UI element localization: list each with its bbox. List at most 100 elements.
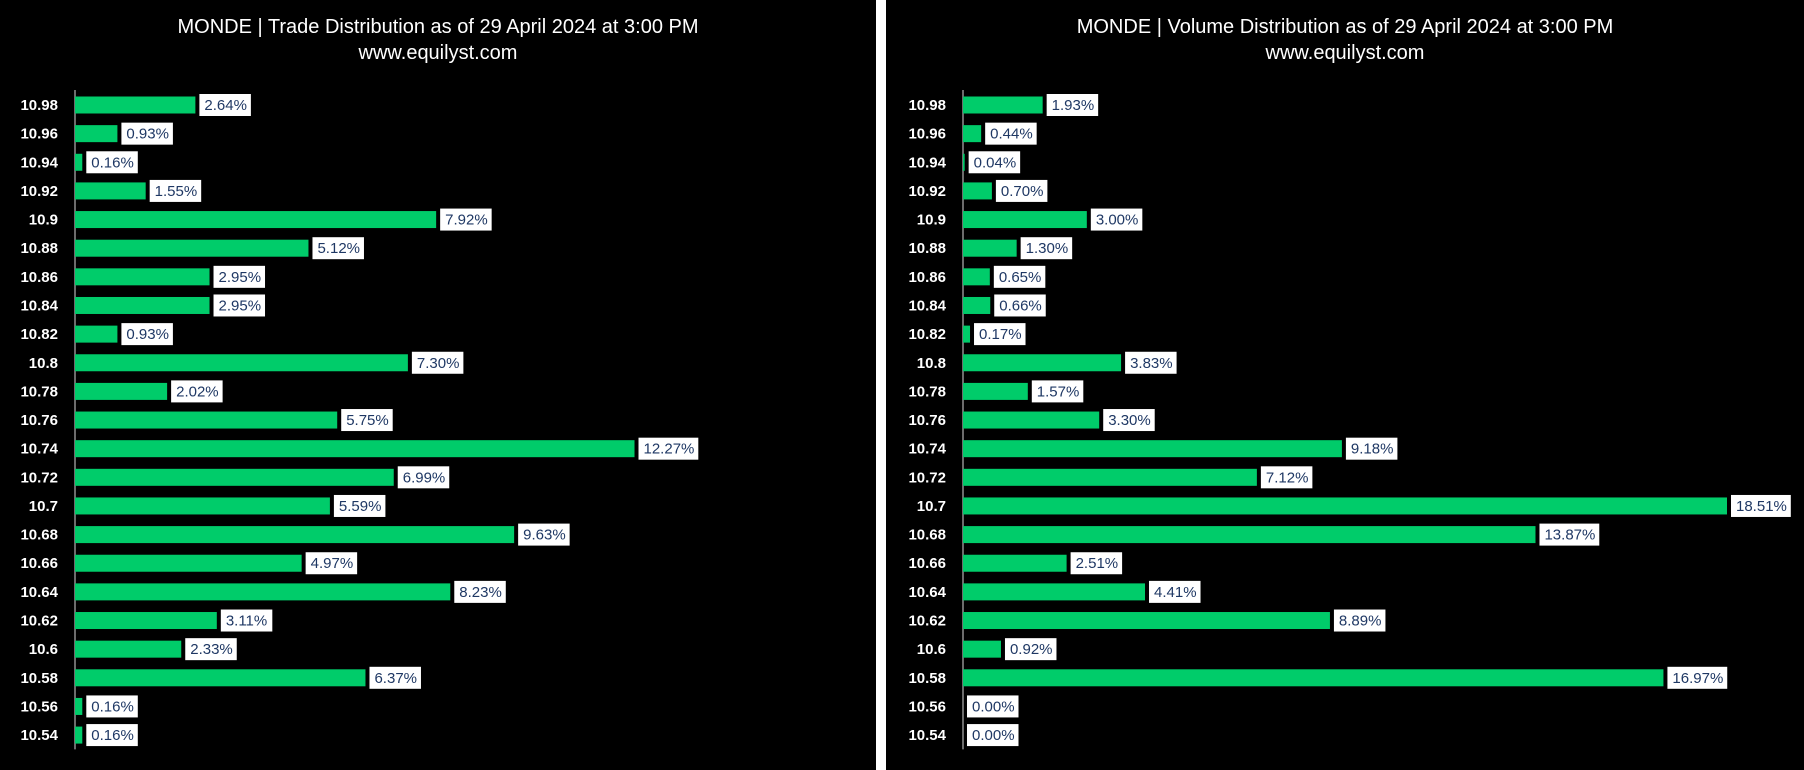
data-label-box xyxy=(1031,380,1084,403)
data-label: 3.30% xyxy=(1103,409,1155,432)
bar xyxy=(75,268,210,286)
data-label: 0.66% xyxy=(994,294,1046,317)
y-tick-label: 10.54 xyxy=(20,727,58,744)
data-label-text: 5.59% xyxy=(339,498,382,515)
data-label: 7.92% xyxy=(440,208,492,231)
bar xyxy=(963,497,1727,515)
data-label-box xyxy=(149,179,202,202)
data-label: 0.17% xyxy=(974,323,1026,346)
data-label-text: 0.00% xyxy=(972,727,1015,744)
y-tick-label: 10.9 xyxy=(917,212,946,229)
y-tick-label: 10.98 xyxy=(908,97,946,114)
data-label: 4.97% xyxy=(305,552,358,575)
data-label-text: 2.33% xyxy=(190,641,233,658)
data-label-text: 0.65% xyxy=(999,269,1042,286)
data-label-box xyxy=(213,294,266,317)
data-label-text: 9.63% xyxy=(523,527,566,544)
bar xyxy=(75,354,408,372)
bar xyxy=(75,96,196,114)
data-label: 2.02% xyxy=(171,380,223,403)
data-label-box xyxy=(994,294,1046,317)
data-label: 0.92% xyxy=(1004,638,1057,661)
data-label-text: 12.27% xyxy=(644,441,695,458)
y-tick-label: 10.56 xyxy=(908,698,946,715)
y-tick-label: 10.74 xyxy=(908,441,946,458)
data-label-text: 7.92% xyxy=(445,212,488,229)
data-label: 3.00% xyxy=(1090,208,1143,231)
data-label: 9.63% xyxy=(518,523,570,546)
data-label-box xyxy=(968,151,1021,174)
y-tick-label: 10.78 xyxy=(908,383,946,400)
bar xyxy=(75,411,338,429)
y-tick-label: 10.88 xyxy=(20,240,58,257)
y-tick-label: 10.54 xyxy=(908,727,946,744)
data-label: 1.57% xyxy=(1031,380,1084,403)
y-tick-label: 10.68 xyxy=(908,527,946,544)
data-label-text: 5.75% xyxy=(346,412,389,429)
y-tick-label: 10.76 xyxy=(20,412,58,429)
data-label-box xyxy=(1004,638,1057,661)
data-label: 13.87% xyxy=(1539,523,1600,546)
data-label-text: 0.93% xyxy=(126,126,169,143)
bar xyxy=(963,96,1043,114)
data-label-text: 3.83% xyxy=(1130,355,1173,372)
data-label: 6.37% xyxy=(369,666,421,689)
data-label-box xyxy=(1260,466,1313,489)
data-label-text: 8.89% xyxy=(1339,613,1382,630)
trade-distribution-chart: 10.98 2.64% 10.96 0.93% 10.94 0.16% 10.92 1.55%… xyxy=(20,90,699,750)
data-label-box xyxy=(341,409,393,432)
data-label-text: 2.51% xyxy=(1076,555,1119,572)
data-label-box xyxy=(1539,523,1600,546)
y-tick-label: 10.76 xyxy=(908,412,946,429)
bar xyxy=(963,153,965,171)
data-label-box xyxy=(121,323,173,346)
y-tick-label: 10.96 xyxy=(20,126,58,143)
data-label-box xyxy=(454,580,506,603)
y-tick-label: 10.82 xyxy=(20,326,58,343)
data-label-text: 3.00% xyxy=(1096,212,1139,229)
bar xyxy=(963,583,1146,601)
data-label: 0.16% xyxy=(86,151,138,174)
data-label-box xyxy=(1731,494,1791,517)
data-label-box xyxy=(86,724,138,747)
data-label-text: 1.30% xyxy=(1026,240,1069,257)
bar xyxy=(963,325,971,343)
y-tick-label: 10.98 xyxy=(20,97,58,114)
data-label-box xyxy=(1020,237,1073,260)
y-tick-label: 10.72 xyxy=(908,469,946,486)
y-tick-label: 10.58 xyxy=(908,670,946,687)
data-label-box xyxy=(638,437,699,460)
data-label-text: 0.04% xyxy=(974,154,1017,171)
y-tick-label: 10.94 xyxy=(20,154,58,171)
bar xyxy=(75,669,366,687)
bar xyxy=(75,182,146,200)
data-label: 7.30% xyxy=(411,351,464,374)
y-tick-label: 10.64 xyxy=(908,584,946,601)
data-label: 0.44% xyxy=(985,122,1037,145)
volume-distribution-panel: MONDE | Volume Distribution as of 29 Apr… xyxy=(886,0,1804,770)
y-tick-label: 10.62 xyxy=(20,613,58,630)
data-label: 18.51% xyxy=(1731,494,1791,517)
y-tick-label: 10.92 xyxy=(20,183,58,200)
data-label-box xyxy=(220,609,273,632)
data-label-box xyxy=(518,523,570,546)
y-tick-label: 10.6 xyxy=(917,641,946,658)
bar xyxy=(963,612,1330,630)
data-label-box xyxy=(440,208,492,231)
data-label: 16.97% xyxy=(1667,666,1728,689)
data-label-box xyxy=(967,695,1019,718)
bar xyxy=(75,296,210,314)
data-label-text: 16.97% xyxy=(1672,670,1723,687)
data-label: 2.64% xyxy=(199,94,251,116)
data-label-text: 0.00% xyxy=(972,698,1015,715)
data-label: 0.16% xyxy=(86,724,138,747)
bar xyxy=(75,640,182,658)
y-tick-label: 10.78 xyxy=(20,383,58,400)
data-label-box xyxy=(1046,94,1099,116)
y-tick-label: 10.8 xyxy=(917,355,946,372)
data-label: 0.04% xyxy=(968,151,1021,174)
data-label-text: 0.93% xyxy=(126,326,169,343)
bar xyxy=(75,325,118,343)
data-label: 7.12% xyxy=(1260,466,1313,489)
data-label-box xyxy=(1125,351,1177,374)
